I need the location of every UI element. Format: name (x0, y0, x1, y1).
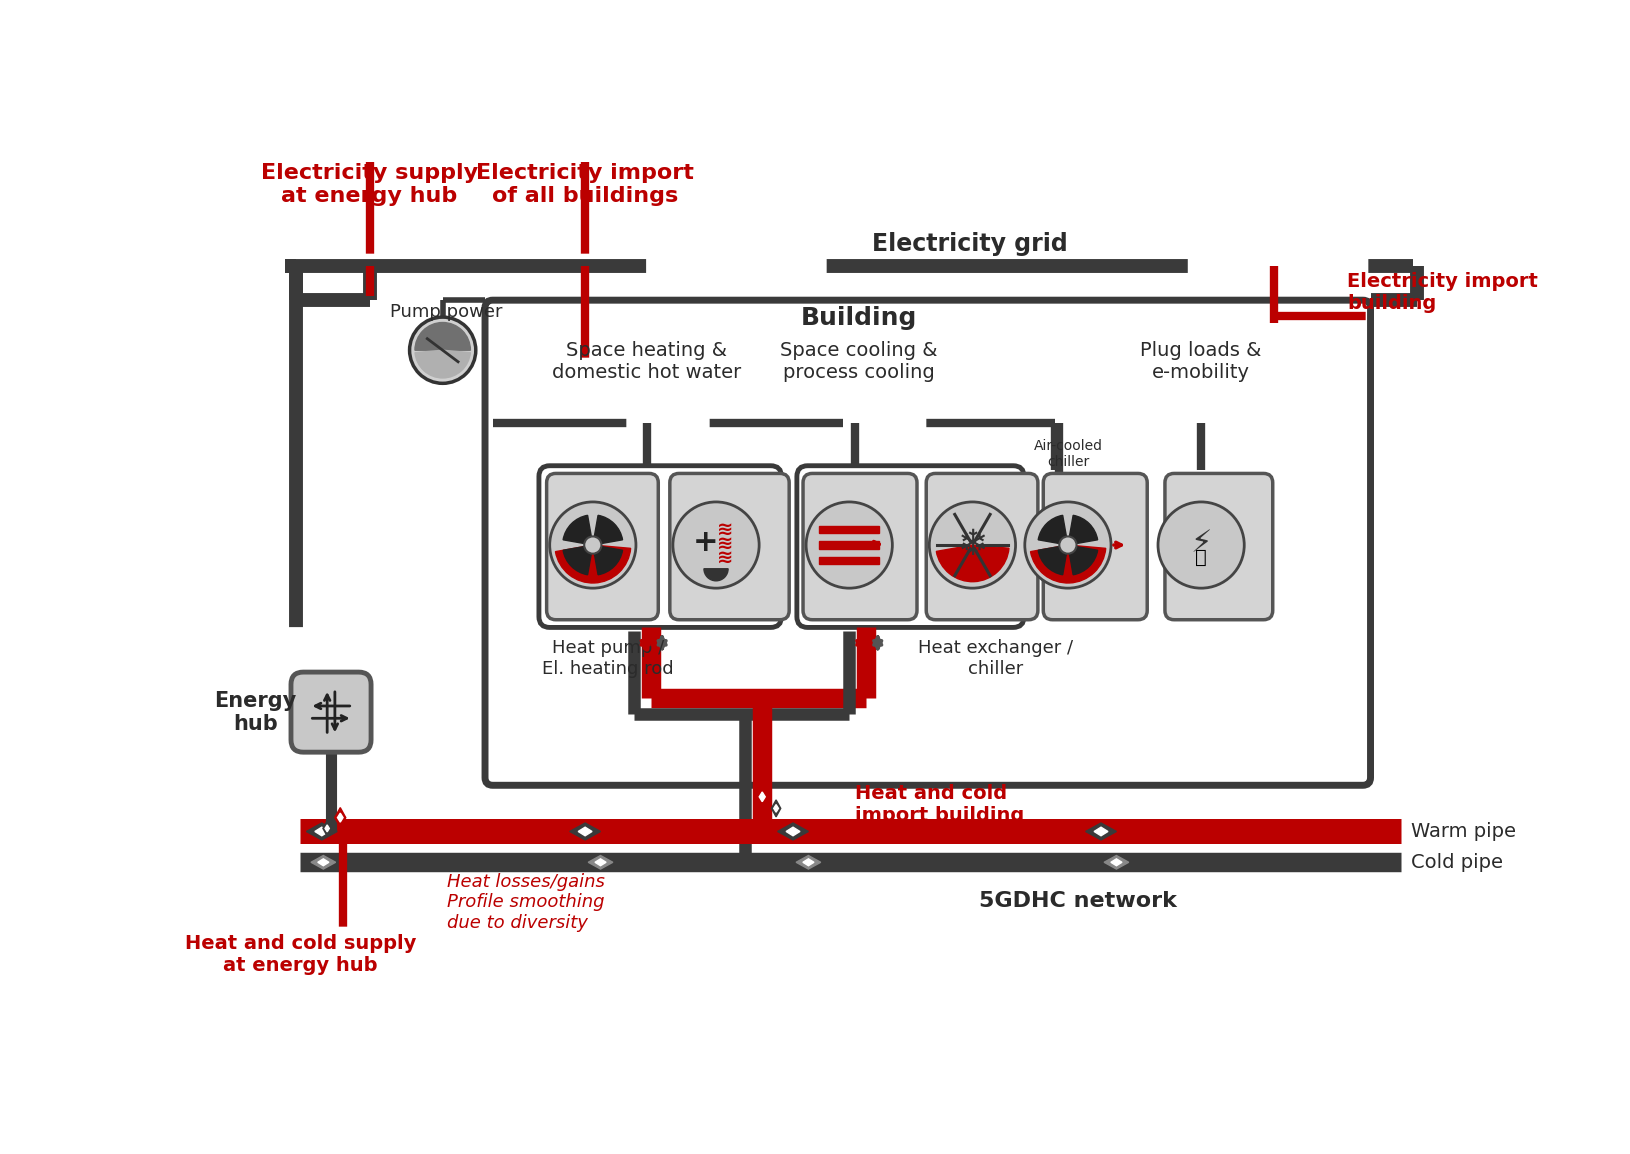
FancyBboxPatch shape (670, 473, 789, 620)
Polygon shape (334, 808, 346, 827)
Polygon shape (771, 800, 781, 817)
Text: ❄: ❄ (957, 529, 988, 562)
Wedge shape (936, 545, 1009, 582)
Polygon shape (315, 827, 329, 835)
Text: Heat and cold
import building: Heat and cold import building (854, 784, 1024, 825)
Polygon shape (570, 823, 600, 840)
Circle shape (1060, 537, 1076, 554)
Polygon shape (311, 855, 336, 869)
Wedge shape (593, 545, 623, 575)
Text: Electricity import
building: Electricity import building (1348, 272, 1539, 313)
Text: Plug loads &
e-mobility: Plug loads & e-mobility (1141, 342, 1262, 382)
Text: Electricity import
of all buildings: Electricity import of all buildings (476, 163, 694, 207)
Text: Heat pump /
El. heating rod: Heat pump / El. heating rod (543, 639, 675, 677)
Text: ≋: ≋ (717, 520, 734, 539)
Text: 5GDHC network: 5GDHC network (980, 891, 1177, 911)
FancyBboxPatch shape (486, 300, 1371, 785)
Polygon shape (323, 820, 331, 837)
Text: Heat and cold supply
at energy hub: Heat and cold supply at energy hub (184, 935, 416, 975)
Polygon shape (318, 859, 329, 866)
Wedge shape (1068, 545, 1097, 575)
Wedge shape (416, 322, 471, 350)
Circle shape (929, 502, 1015, 589)
Circle shape (549, 502, 636, 589)
Polygon shape (337, 814, 342, 822)
Polygon shape (595, 859, 606, 866)
Text: Pump power: Pump power (390, 302, 502, 321)
FancyBboxPatch shape (292, 672, 372, 752)
Wedge shape (416, 350, 471, 379)
Wedge shape (1038, 516, 1068, 545)
Text: Air-cooled
chiller: Air-cooled chiller (1033, 439, 1102, 470)
Polygon shape (760, 792, 764, 802)
Text: ≋: ≋ (717, 534, 734, 553)
Text: +: + (693, 529, 719, 557)
Text: Building: Building (800, 306, 916, 330)
Circle shape (1157, 502, 1244, 589)
Text: Space cooling &
process cooling: Space cooling & process cooling (779, 342, 937, 382)
Circle shape (584, 537, 601, 554)
Polygon shape (588, 855, 613, 869)
Text: Heat losses/gains: Heat losses/gains (447, 872, 605, 891)
Wedge shape (562, 516, 593, 545)
FancyBboxPatch shape (540, 466, 781, 628)
Bar (818, 541, 880, 549)
Text: Cold pipe: Cold pipe (1410, 853, 1503, 871)
Text: Warm pipe: Warm pipe (1410, 822, 1516, 841)
FancyBboxPatch shape (797, 466, 1024, 628)
Text: ≋: ≋ (717, 548, 734, 567)
Wedge shape (704, 569, 729, 580)
Polygon shape (579, 827, 592, 835)
Polygon shape (778, 823, 808, 840)
Text: Heat exchanger /
chiller: Heat exchanger / chiller (918, 639, 1073, 677)
Polygon shape (1094, 827, 1108, 835)
Wedge shape (1030, 545, 1105, 583)
Circle shape (807, 502, 892, 589)
Text: Space heating &
domestic hot water: Space heating & domestic hot water (553, 342, 742, 382)
Text: Electricity supply
at energy hub: Electricity supply at energy hub (261, 163, 478, 207)
FancyBboxPatch shape (1165, 473, 1273, 620)
Circle shape (409, 317, 476, 383)
Wedge shape (562, 545, 593, 575)
Polygon shape (1104, 855, 1128, 869)
Text: Electricity grid: Electricity grid (872, 232, 1068, 256)
Bar (818, 556, 880, 564)
Polygon shape (306, 823, 337, 840)
Text: Energy
hub: Energy hub (215, 690, 297, 734)
Wedge shape (1038, 545, 1068, 575)
Text: ⚡: ⚡ (1190, 529, 1211, 559)
Text: 🚗: 🚗 (1195, 548, 1206, 567)
FancyBboxPatch shape (804, 473, 918, 620)
Bar (818, 526, 880, 533)
Wedge shape (593, 516, 623, 545)
Polygon shape (804, 859, 813, 866)
Polygon shape (324, 825, 329, 832)
Wedge shape (556, 545, 631, 583)
Wedge shape (1068, 516, 1097, 545)
Circle shape (1025, 502, 1112, 589)
Polygon shape (795, 855, 822, 869)
Polygon shape (756, 786, 768, 808)
Polygon shape (1086, 823, 1117, 840)
FancyBboxPatch shape (546, 473, 659, 620)
Polygon shape (1112, 859, 1121, 866)
Text: Profile smoothing
due to diversity: Profile smoothing due to diversity (447, 893, 605, 931)
Polygon shape (786, 827, 800, 835)
Circle shape (673, 502, 760, 589)
FancyBboxPatch shape (1043, 473, 1148, 620)
Polygon shape (774, 804, 779, 812)
FancyBboxPatch shape (926, 473, 1038, 620)
